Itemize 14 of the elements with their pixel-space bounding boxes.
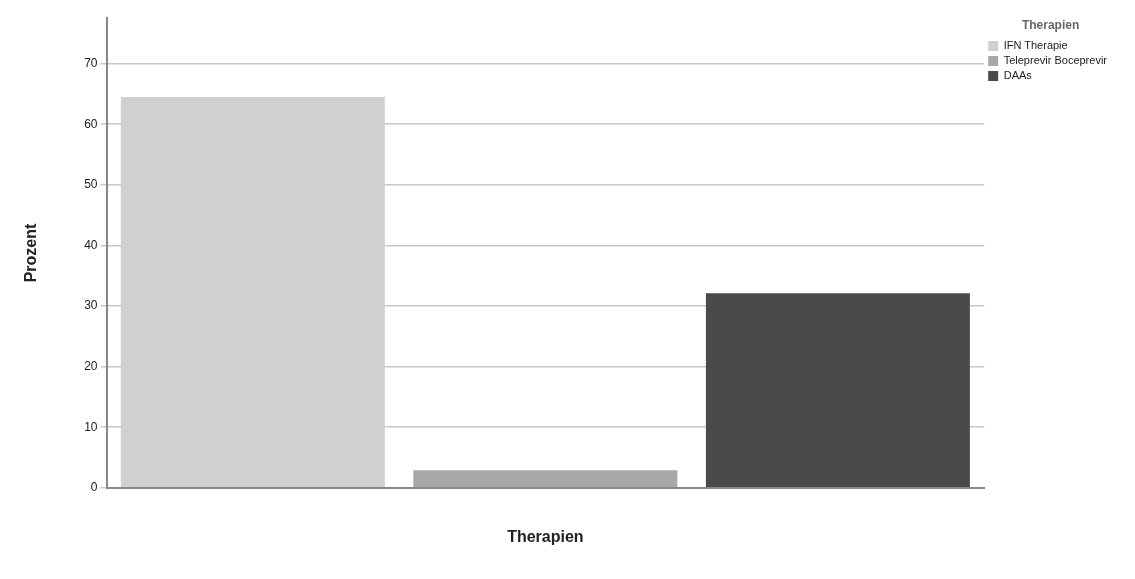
y-tick-label: 30 [84,298,98,313]
x-axis-title: Therapien [507,527,584,545]
y-tick-label: 10 [84,419,98,434]
y-tick-label: 40 [84,237,98,252]
legend-label: DAAs [1003,68,1033,81]
y-tick-label: 50 [84,177,98,192]
legend-label: Teleprevir Boceprevir [1003,53,1108,66]
legend-label: IFN Therapie [1003,38,1068,51]
y-tick-label: 70 [84,55,98,70]
y-axis-title: Prozent [22,222,40,283]
legend-title: Therapien [1021,18,1080,33]
y-tick-label: 20 [84,358,98,373]
y-tick-label: 60 [84,116,98,131]
y-tick-label: 0 [90,480,98,495]
